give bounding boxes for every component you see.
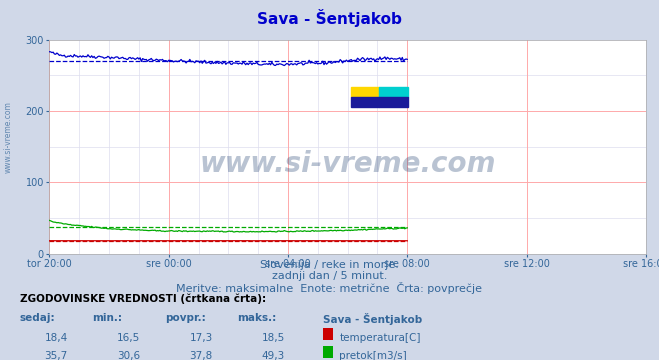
Text: 37,8: 37,8 [189, 351, 213, 360]
Bar [379, 87, 408, 97]
Text: zadnji dan / 5 minut.: zadnji dan / 5 minut. [272, 271, 387, 281]
Text: 17,3: 17,3 [189, 333, 213, 343]
Text: 30,6: 30,6 [117, 351, 140, 360]
Text: Meritve: maksimalne  Enote: metrične  Črta: povprečje: Meritve: maksimalne Enote: metrične Črta… [177, 282, 482, 293]
Text: maks.:: maks.: [237, 313, 277, 323]
Text: www.si-vreme.com: www.si-vreme.com [3, 101, 13, 173]
Text: pretok[m3/s]: pretok[m3/s] [339, 351, 407, 360]
Text: Slovenija / reke in morje.: Slovenija / reke in morje. [260, 260, 399, 270]
Text: 18,4: 18,4 [44, 333, 68, 343]
Text: www.si-vreme.com: www.si-vreme.com [200, 150, 496, 178]
Text: povpr.:: povpr.: [165, 313, 206, 323]
Text: ZGODOVINSKE VREDNOSTI (črtkana črta):: ZGODOVINSKE VREDNOSTI (črtkana črta): [20, 293, 266, 304]
Bar [351, 97, 379, 107]
Text: Sava - Šentjakob: Sava - Šentjakob [323, 313, 422, 325]
Text: 49,3: 49,3 [262, 351, 285, 360]
Text: min.:: min.: [92, 313, 123, 323]
Text: 18,5: 18,5 [262, 333, 285, 343]
Text: Sava - Šentjakob: Sava - Šentjakob [257, 9, 402, 27]
Text: 35,7: 35,7 [44, 351, 68, 360]
Text: temperatura[C]: temperatura[C] [339, 333, 421, 343]
Bar [379, 97, 408, 107]
Text: sedaj:: sedaj: [20, 313, 55, 323]
Bar [351, 87, 379, 97]
Text: 16,5: 16,5 [117, 333, 140, 343]
